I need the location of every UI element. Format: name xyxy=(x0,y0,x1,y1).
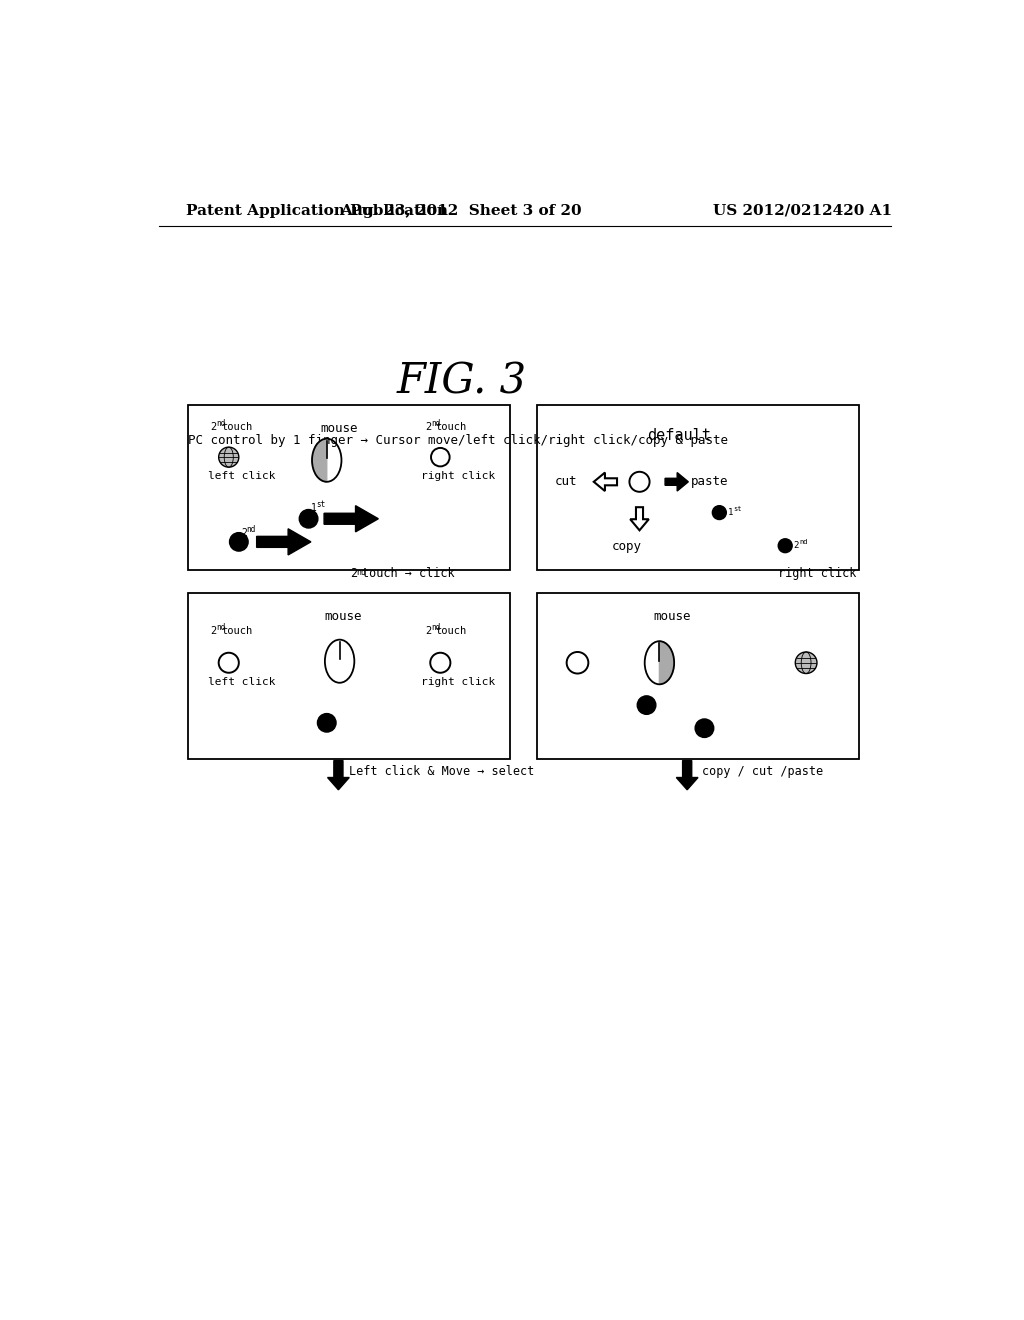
Text: 2: 2 xyxy=(794,541,799,550)
Polygon shape xyxy=(676,760,698,789)
Polygon shape xyxy=(324,506,378,532)
Text: right click: right click xyxy=(778,568,856,581)
Text: touch: touch xyxy=(221,422,252,432)
Circle shape xyxy=(299,510,317,528)
Text: 2: 2 xyxy=(425,422,431,432)
Polygon shape xyxy=(594,473,617,491)
Circle shape xyxy=(317,714,336,733)
Circle shape xyxy=(630,471,649,492)
Text: 2: 2 xyxy=(241,528,247,539)
Bar xyxy=(188,405,510,570)
Text: 2: 2 xyxy=(210,422,216,432)
Text: US 2012/0212420 A1: US 2012/0212420 A1 xyxy=(713,203,892,218)
Text: PC control by 1 finger → Cursor move/left click/right click/copy & paste: PC control by 1 finger → Cursor move/lef… xyxy=(188,434,728,447)
Polygon shape xyxy=(257,529,311,554)
Text: nd: nd xyxy=(216,418,225,428)
Text: Aug. 23, 2012  Sheet 3 of 20: Aug. 23, 2012 Sheet 3 of 20 xyxy=(340,203,582,218)
Text: paste: paste xyxy=(690,475,728,488)
Text: Patent Application Publication: Patent Application Publication xyxy=(186,203,449,218)
Circle shape xyxy=(796,652,817,673)
Text: touch → click: touch → click xyxy=(362,568,455,581)
Text: nd: nd xyxy=(431,418,440,428)
Circle shape xyxy=(695,719,714,738)
Text: nd: nd xyxy=(799,539,808,545)
Circle shape xyxy=(219,447,239,467)
Text: left click: left click xyxy=(208,677,275,686)
Polygon shape xyxy=(659,642,674,684)
Circle shape xyxy=(219,653,239,673)
Text: touch: touch xyxy=(435,422,467,432)
Polygon shape xyxy=(665,473,688,491)
Text: mouse: mouse xyxy=(653,610,691,623)
Text: right click: right click xyxy=(421,471,496,480)
Text: touch: touch xyxy=(435,626,467,636)
Polygon shape xyxy=(312,438,327,482)
Text: FIG. 3: FIG. 3 xyxy=(396,360,526,403)
Text: 2: 2 xyxy=(425,626,431,636)
Text: 2: 2 xyxy=(210,626,216,636)
Text: mouse: mouse xyxy=(324,610,361,623)
Circle shape xyxy=(778,539,793,553)
Text: left click: left click xyxy=(208,471,275,480)
Text: st: st xyxy=(316,500,326,510)
Text: nd: nd xyxy=(356,568,367,577)
Text: touch: touch xyxy=(221,626,252,636)
Text: right click: right click xyxy=(421,677,496,686)
Circle shape xyxy=(430,653,451,673)
Circle shape xyxy=(431,447,450,466)
Bar xyxy=(538,594,859,759)
Circle shape xyxy=(566,652,589,673)
Text: copy / cut /paste: copy / cut /paste xyxy=(701,766,823,779)
Text: 2: 2 xyxy=(350,568,357,581)
Circle shape xyxy=(637,696,655,714)
Text: 1: 1 xyxy=(311,503,316,513)
Text: Left click & Move → select: Left click & Move → select xyxy=(349,766,535,779)
Text: 1: 1 xyxy=(728,508,733,517)
Text: default: default xyxy=(647,428,711,444)
Text: mouse: mouse xyxy=(321,422,358,434)
Polygon shape xyxy=(630,507,649,531)
Text: st: st xyxy=(733,506,741,512)
Circle shape xyxy=(229,533,248,552)
Text: cut: cut xyxy=(555,475,578,488)
Bar xyxy=(538,405,859,570)
Text: nd: nd xyxy=(216,623,225,632)
Bar xyxy=(188,594,510,759)
Text: nd: nd xyxy=(247,525,256,533)
Circle shape xyxy=(713,506,726,520)
Text: nd: nd xyxy=(431,623,440,632)
Text: copy: copy xyxy=(611,540,641,553)
Polygon shape xyxy=(328,760,349,789)
